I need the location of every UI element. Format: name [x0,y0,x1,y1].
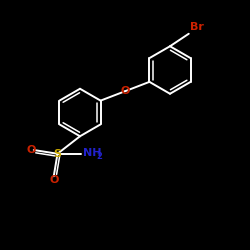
Text: 2: 2 [96,152,102,161]
Text: NH: NH [82,148,101,158]
Text: S: S [54,149,62,159]
Text: O: O [120,86,130,96]
Text: Br: Br [190,22,204,32]
Text: O: O [26,145,36,155]
Text: O: O [49,175,58,185]
